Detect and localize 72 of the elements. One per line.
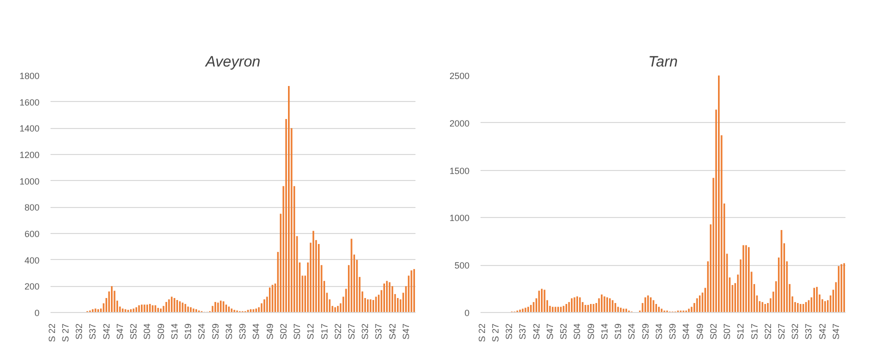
x-tick-label: S32 — [74, 324, 84, 340]
x-tick-label: S42 — [101, 324, 112, 340]
x-tick-label: S32 — [790, 324, 800, 340]
y-tick-label: 1000 — [449, 213, 470, 224]
x-tick-label: S17 — [319, 324, 330, 340]
x-tick-label: S37 — [374, 324, 384, 340]
x-tick-label: S09 — [156, 324, 166, 340]
x-tick-label: S19 — [183, 324, 194, 340]
y-tick-label: 1500 — [449, 166, 470, 176]
x-tick-label: S 22 — [46, 324, 57, 342]
x-tick-label: S42 — [817, 324, 828, 340]
y-tick-label: 200 — [24, 282, 40, 292]
x-tick-label: S29 — [210, 324, 220, 340]
x-tick-label: S24 — [196, 324, 207, 340]
x-tick-label: S39 — [668, 324, 678, 340]
x-tick-label: S44 — [681, 324, 692, 340]
x-tick-label: S49 — [264, 324, 275, 340]
x-tick-label: S02 — [278, 324, 288, 340]
x-tick-label: S37 — [804, 324, 814, 340]
x-tick-label: S04 — [572, 324, 582, 340]
x-tick-label: S22 — [762, 324, 773, 340]
x-tick-label: S42 — [387, 324, 398, 340]
x-tick-label: S52 — [558, 324, 569, 340]
x-tick-label: S09 — [586, 324, 596, 340]
chart-title: Tarn — [648, 54, 678, 70]
y-tick-label: 1000 — [19, 176, 40, 186]
x-tick-label: S37 — [518, 324, 528, 340]
y-tick-label: 800 — [24, 202, 40, 213]
y-tick-label: 1400 — [19, 124, 40, 134]
x-tick-label: S49 — [694, 324, 705, 340]
x-tick-label: S22 — [332, 324, 343, 340]
x-tick-label: S24 — [626, 324, 637, 340]
x-tick-label: S07 — [722, 324, 732, 340]
x-tick-label: S29 — [640, 324, 650, 340]
x-tick-label: S12 — [736, 324, 746, 340]
x-tick-label: S42 — [531, 324, 542, 340]
x-tick-label: S17 — [749, 324, 760, 340]
x-tick-label: S27 — [346, 324, 356, 340]
chart-title: Aveyron — [204, 54, 260, 70]
x-tick-label: S14 — [599, 324, 610, 340]
y-tick-label: 600 — [24, 229, 40, 239]
x-tick-label: S34 — [224, 324, 234, 340]
x-tick-label: S19 — [613, 324, 624, 340]
x-tick-label: S07 — [292, 324, 302, 340]
x-tick-label: S 27 — [60, 324, 70, 342]
y-tick-label: 0 — [464, 308, 470, 318]
x-tick-label: S32 — [360, 324, 370, 340]
x-tick-label: S52 — [128, 324, 139, 340]
x-tick-label: S04 — [142, 324, 152, 340]
x-tick-label: S44 — [251, 324, 262, 340]
y-tick-label: 1200 — [19, 150, 40, 160]
x-tick-label: S 27 — [490, 324, 500, 342]
x-tick-label: S47 — [830, 324, 841, 340]
x-tick-label: S27 — [776, 324, 786, 340]
x-tick-label: S47 — [544, 324, 555, 340]
y-tick-label: 2500 — [449, 71, 470, 81]
y-tick-label: 1600 — [19, 97, 40, 108]
x-tick-label: S47 — [114, 324, 125, 340]
x-tick-label: S32 — [504, 324, 514, 340]
y-tick-label: 1800 — [19, 71, 40, 81]
x-tick-label: S47 — [400, 324, 411, 340]
x-tick-label: S14 — [169, 324, 180, 340]
y-tick-label: 2000 — [449, 118, 470, 128]
x-tick-label: S 22 — [476, 324, 487, 342]
x-tick-label: S02 — [708, 324, 718, 340]
y-tick-label: 0 — [34, 308, 40, 318]
y-tick-label: 500 — [454, 260, 470, 271]
y-tick-label: 400 — [24, 255, 40, 266]
x-tick-label: S39 — [238, 324, 248, 340]
x-tick-label: S34 — [654, 324, 664, 340]
x-tick-label: S37 — [88, 324, 98, 340]
x-tick-label: S12 — [306, 324, 316, 340]
